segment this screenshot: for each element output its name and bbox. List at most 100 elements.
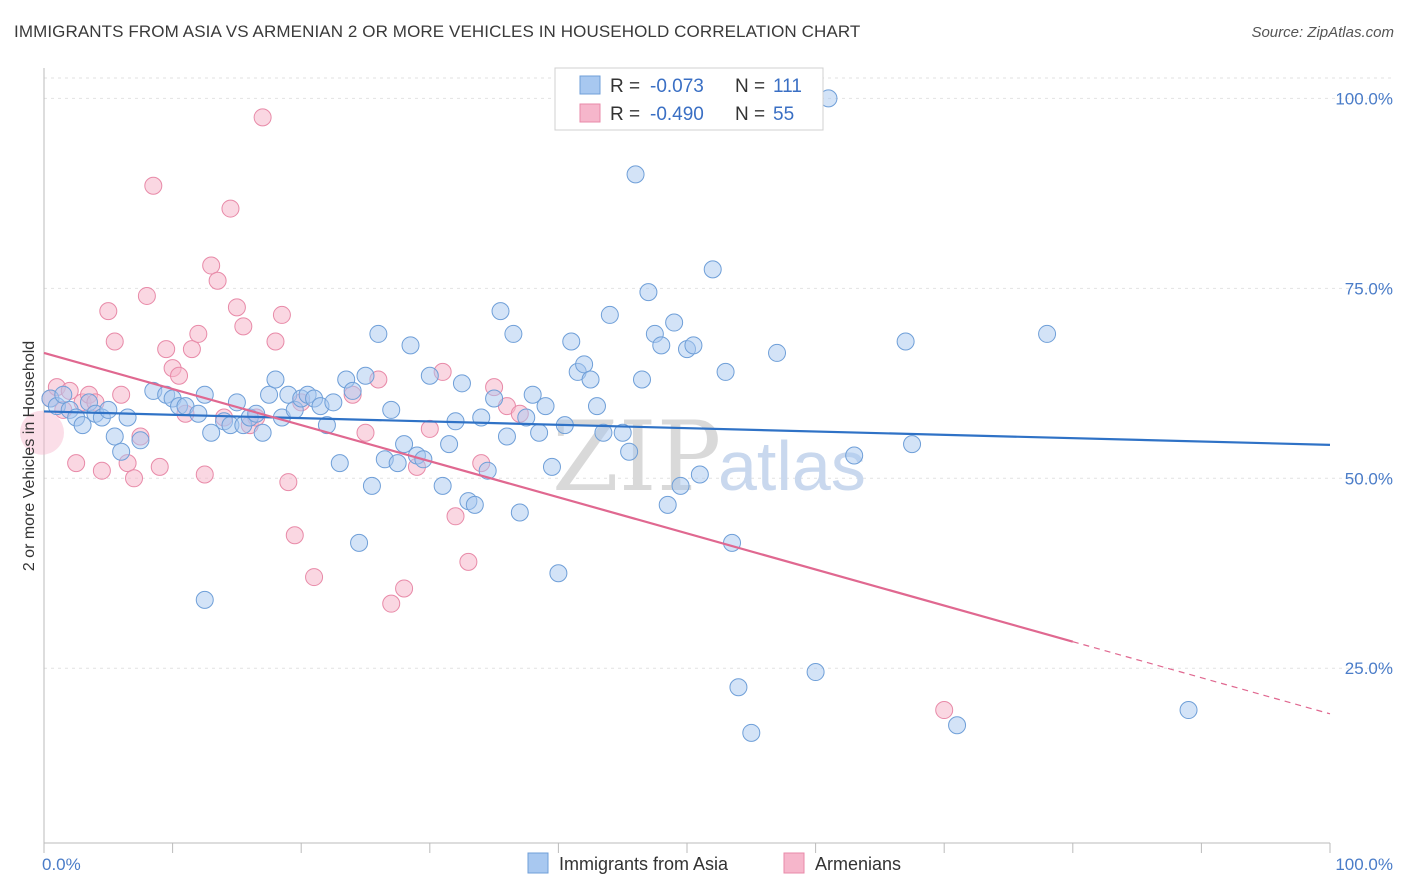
armenians-point [266, 332, 285, 351]
asia-point [716, 362, 735, 381]
asia-point [632, 370, 651, 389]
asia-point [324, 393, 343, 412]
armenians-point [92, 461, 111, 480]
asia-point [440, 435, 459, 454]
asia-point [639, 283, 658, 302]
armenians-point [446, 507, 465, 526]
asia-point [350, 533, 369, 552]
legend-swatch-asia [579, 75, 601, 95]
asia-point [530, 423, 549, 442]
asia-point [768, 343, 787, 362]
legend-r-value-asia: -0.073 [650, 76, 704, 97]
asia-point [253, 423, 272, 442]
y-tick-label-3: 100.0% [1335, 89, 1393, 108]
x-tick-label-min: 0.0% [42, 855, 81, 874]
bottom-legend: Immigrants from Asia Armenians [527, 852, 901, 874]
asia-point [729, 678, 748, 697]
legend: R = -0.073 N = 111 R = -0.490 N = 55 [554, 67, 824, 131]
asia-point [594, 423, 613, 442]
armenians-point [157, 340, 176, 359]
asia-point [504, 324, 523, 343]
asia-point [600, 305, 619, 324]
armenians-point [112, 385, 131, 404]
asia-point [395, 435, 414, 454]
legend-r-value-armenians: -0.490 [650, 104, 704, 125]
asia-point [658, 495, 677, 514]
asia-point [266, 370, 285, 389]
watermark-atlas: atlas [718, 427, 866, 505]
armenians-point [170, 366, 189, 385]
asia-point [189, 404, 208, 423]
asia-point [703, 260, 722, 279]
armenians-point [105, 332, 124, 351]
armenians-point [202, 256, 221, 275]
armenians-point [382, 594, 401, 613]
armenians-point [208, 271, 227, 290]
asia-point [105, 427, 124, 446]
legend-r-label-asia: R = [610, 76, 640, 97]
asia-point [948, 716, 967, 735]
asia-point [317, 416, 336, 435]
asia-point [562, 332, 581, 351]
x-tick-labels: 0.0% 100.0% [42, 855, 1393, 874]
legend-swatch-armenians [579, 103, 601, 123]
asia-point [652, 336, 671, 355]
armenians-point [137, 286, 156, 305]
armenians-point [935, 701, 954, 720]
bottom-legend-label-asia: Immigrants from Asia [559, 854, 729, 874]
y-axis-title: 2 or more Vehicles in Household [21, 341, 38, 571]
armenians-point [253, 108, 272, 127]
asia-point [260, 385, 279, 404]
armenians-point [195, 465, 214, 484]
asia-point [723, 533, 742, 552]
asia-point [465, 495, 484, 514]
armenians-point [99, 302, 118, 321]
y-tick-label-0: 25.0% [1345, 659, 1393, 678]
armenians-point [182, 340, 201, 359]
asia-point [626, 165, 645, 184]
asia-point [613, 423, 632, 442]
asia-point [690, 465, 709, 484]
watermark-zip: ZIP [552, 401, 721, 513]
asia-point [684, 336, 703, 355]
asia-point [73, 416, 92, 435]
armenians-point [305, 568, 324, 587]
bottom-legend-label-armenians: Armenians [815, 854, 901, 874]
asia-point [195, 590, 214, 609]
asia-point [491, 302, 510, 321]
armenians-trend-line [43, 351, 1074, 643]
asia-point [401, 336, 420, 355]
armenians-point [227, 298, 246, 317]
asia-point [420, 366, 439, 385]
legend-n-label-armenians: N = [735, 104, 765, 125]
armenians-point-large [20, 410, 64, 455]
asia-point [1038, 324, 1057, 343]
asia-point [112, 442, 131, 461]
y-tick-labels: 25.0% 50.0% 75.0% 100.0% [1335, 89, 1393, 678]
asia-point [497, 427, 516, 446]
asia-point [54, 385, 73, 404]
source-label: Source: ZipAtlas.com [1251, 24, 1394, 41]
legend-n-value-asia: 111 [773, 76, 802, 97]
asia-point [575, 355, 594, 374]
legend-n-label-asia: N = [735, 76, 765, 97]
asia-point [620, 442, 639, 461]
asia-point [523, 385, 542, 404]
asia-point [485, 389, 504, 408]
asia-point [542, 457, 561, 476]
trend-lines [43, 351, 1331, 715]
asia-point [369, 324, 388, 343]
axes [43, 68, 1331, 853]
asia-point [452, 374, 471, 393]
armenians-point [459, 552, 478, 571]
bottom-legend-swatch-armenians [783, 852, 805, 874]
armenians-point [356, 423, 375, 442]
asia-point [671, 476, 690, 495]
armenians-point [150, 457, 169, 476]
asia-point [845, 446, 864, 465]
asia-point [896, 332, 915, 351]
asia-point [549, 564, 568, 583]
legend-n-value-armenians: 55 [773, 104, 794, 125]
armenians-point [67, 454, 86, 473]
